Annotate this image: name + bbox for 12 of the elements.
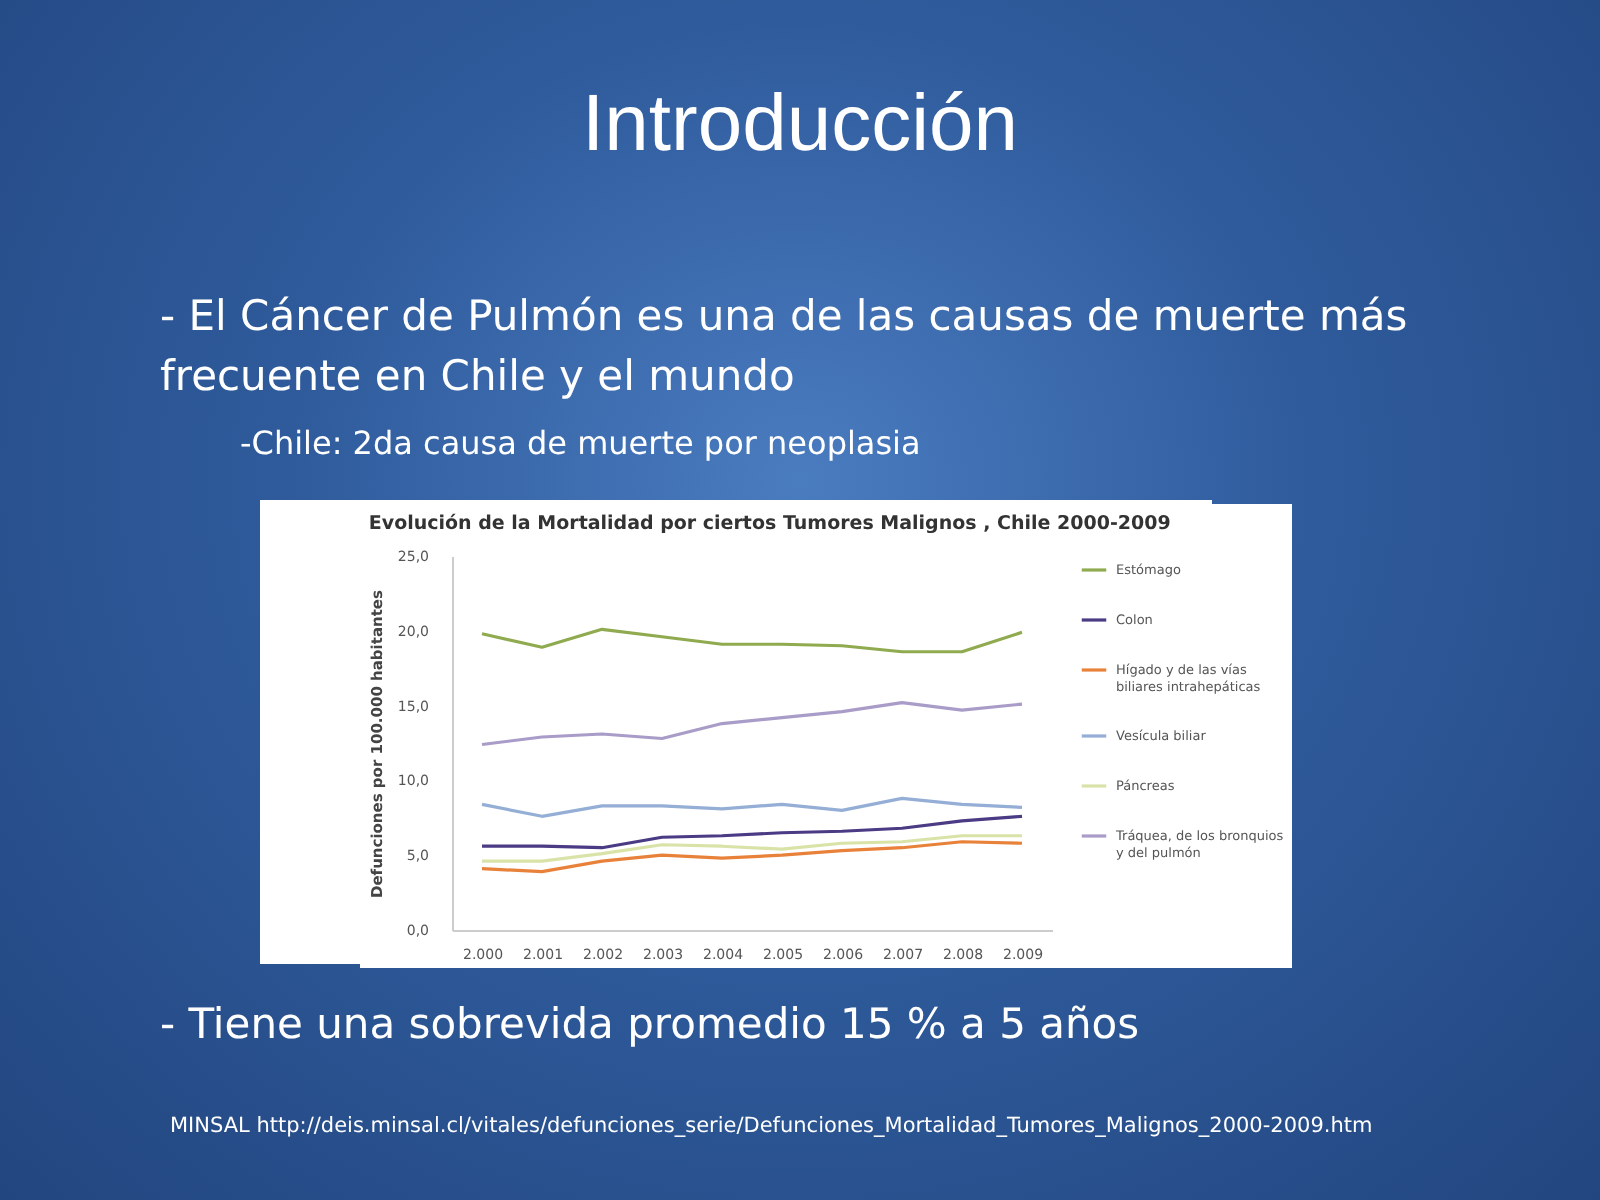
- line-series: [480, 701, 1024, 747]
- text: - El Cáncer de Pulmón es una de las causas de muerte más frecuente en Chile y el mundo: [160, 290, 1410, 405]
- line-series: [480, 834, 1024, 863]
- text: Introducción: [580, 80, 1020, 170]
- line-series: [480, 627, 1024, 654]
- text: - Tiene una sobrevida promedio 15 % a 5 años: [160, 1000, 1140, 1048]
- text: -Chile: 2da causa de muerte por neoplasia: [240, 424, 921, 462]
- line-series: [480, 840, 1024, 874]
- text: MINSAL http://deis.minsal.cl/vitales/defunciones_serie/Defunciones_Mortalidad_Tumores_Malignos_2000-2009.htm: [170, 1114, 1373, 1138]
- line-series: [480, 814, 1024, 850]
- line-series: [480, 796, 1024, 818]
- chart-title: Evolución de la Mortalidad por ciertos Tumores Malignos , Chile 2000-2009: [368, 513, 1171, 535]
